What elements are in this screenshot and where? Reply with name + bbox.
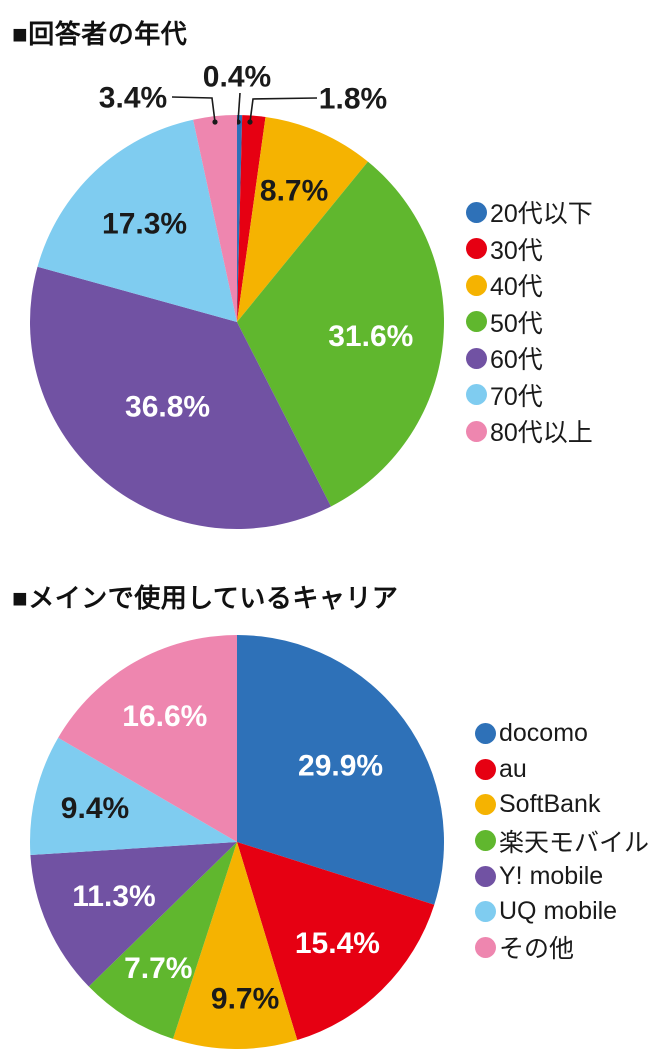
legend-item-y-mobile: Y! mobile: [475, 858, 649, 894]
legend-label: 70代: [490, 382, 543, 411]
legend-label: docomo: [499, 719, 588, 748]
legend-label: 楽天モバイル: [499, 828, 650, 857]
legend-color-dot: [466, 347, 487, 369]
pie-value-label: 9.4%: [61, 792, 129, 825]
legend-label: その他: [499, 935, 575, 964]
leader-line: [249, 97, 318, 123]
pie-slice-au: [237, 842, 435, 1041]
legend-color-dot: [475, 794, 496, 816]
legend-label: 60代: [490, 346, 543, 375]
pie-slice-80代以上: [193, 115, 237, 322]
legend-label: 40代: [490, 273, 543, 302]
legend-color-dot: [475, 865, 496, 887]
pie-slice-20代以下: [237, 115, 243, 322]
legend-color-dot: [475, 758, 496, 780]
legend-item-30s: 30代: [466, 231, 593, 268]
pie-value-label: 0.4%: [203, 61, 271, 94]
chart2-legend: docomo au SoftBank 楽天モバイル Y! mobile UQ m…: [475, 716, 649, 965]
pie-slice-60代: [29, 266, 331, 530]
pie-slice-70代: [37, 119, 238, 323]
legend-item-docomo: docomo: [475, 716, 649, 752]
legend-color-dot: [475, 901, 496, 923]
pie-value-label: 9.7%: [211, 983, 279, 1016]
pie-value-label: 8.7%: [260, 175, 328, 208]
pie-value-label: 3.4%: [99, 82, 167, 115]
pie-value-label: 11.3%: [72, 880, 155, 913]
pie-chart-1: 0.4% 1.8% 8.7% 31.6% 36.8% 17.3% 3.4%: [29, 61, 444, 530]
legend-item-au: au: [475, 752, 649, 788]
pie-slice-40代: [237, 116, 368, 322]
legend-item-60s: 60代: [466, 340, 593, 377]
legend-item-80s-over: 80代以上: [466, 413, 593, 450]
pie-value-label: 16.6%: [122, 700, 207, 733]
legend-label: 20代以下: [490, 200, 593, 229]
pie-slice-50代: [237, 161, 444, 507]
legend-color-dot: [466, 384, 487, 406]
chart2-title: ■メインで使用しているキャリア: [12, 583, 399, 613]
legend-color-dot: [475, 723, 496, 745]
leader-dot: [212, 119, 218, 125]
legend-item-70s: 70代: [466, 377, 593, 414]
pie-slice-楽天モバイル: [88, 842, 237, 1039]
pie-slice-30代: [237, 115, 266, 322]
pie-slice-その他: [58, 634, 237, 842]
pie-value-label: 36.8%: [125, 391, 210, 424]
legend-color-dot: [466, 201, 487, 223]
pie-value-label: 29.9%: [298, 750, 383, 783]
leader-line: [237, 92, 241, 123]
legend-color-dot: [466, 274, 487, 296]
legend-label: 50代: [490, 309, 543, 338]
chart1-legend: 20代以下 30代 40代 50代 60代 70代 80代以上: [466, 194, 593, 450]
pie-slice-UQ mobile: [30, 737, 237, 855]
pie-value-label: 1.8%: [319, 83, 387, 116]
legend-label: SoftBank: [499, 790, 601, 819]
pie-value-label: 31.6%: [328, 320, 413, 353]
legend-item-40s: 40代: [466, 267, 593, 304]
pie-slice-SoftBank: [173, 842, 298, 1050]
legend-color-dot: [466, 311, 487, 333]
legend-item-50s: 50代: [466, 304, 593, 341]
legend-color-dot: [475, 936, 496, 958]
pie-slice-Y! mobile: [30, 842, 237, 987]
legend-item-uq-mobile: UQ mobile: [475, 894, 649, 930]
pie-value-label: 17.3%: [102, 208, 187, 241]
legend-color-dot: [475, 830, 496, 852]
pie-value-label: 15.4%: [295, 927, 380, 960]
legend-label: 80代以上: [490, 419, 593, 448]
pie-slice-docomo: [237, 635, 445, 905]
legend-label: UQ mobile: [499, 897, 618, 926]
legend-item-rakuten-mobile: 楽天モバイル: [475, 823, 649, 859]
legend-label: au: [499, 754, 527, 783]
legend-item-20s-under: 20代以下: [466, 194, 593, 231]
legend-label: Y! mobile: [499, 861, 604, 890]
leader-line: [171, 96, 216, 123]
legend-item-other: その他: [475, 930, 649, 966]
legend-color-dot: [466, 238, 487, 260]
legend-item-softbank: SoftBank: [475, 787, 649, 823]
pie-value-label: 7.7%: [124, 952, 192, 985]
chart1-title: ■回答者の年代: [12, 19, 188, 49]
legend-label: 30代: [490, 236, 543, 265]
pie-chart-2: 29.9% 15.4% 9.7% 7.7% 11.3% 9.4% 16.6%: [30, 634, 445, 1050]
leader-dot: [247, 119, 253, 125]
legend-color-dot: [466, 420, 487, 442]
